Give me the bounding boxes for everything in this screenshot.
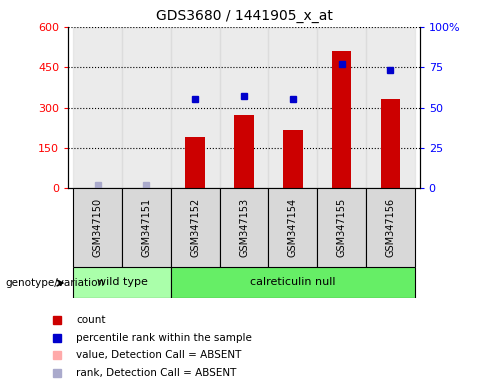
Bar	[171, 27, 220, 188]
Bar	[171, 188, 220, 267]
Bar	[73, 267, 171, 298]
Bar	[220, 188, 268, 267]
Bar	[381, 99, 400, 188]
Bar	[317, 27, 366, 188]
Text: GSM347150: GSM347150	[93, 198, 102, 257]
Text: wild type: wild type	[97, 277, 147, 287]
Bar	[283, 131, 303, 188]
Text: calreticulin null: calreticulin null	[250, 277, 336, 287]
Title: GDS3680 / 1441905_x_at: GDS3680 / 1441905_x_at	[156, 9, 332, 23]
Bar	[122, 188, 171, 267]
Text: GSM347153: GSM347153	[239, 198, 249, 257]
Bar	[366, 188, 415, 267]
Text: GSM347154: GSM347154	[288, 198, 298, 257]
Text: value, Detection Call = ABSENT: value, Detection Call = ABSENT	[76, 350, 242, 360]
Bar	[122, 27, 171, 188]
Bar	[73, 188, 122, 267]
Bar	[317, 188, 366, 267]
Text: rank, Detection Call = ABSENT: rank, Detection Call = ABSENT	[76, 368, 237, 378]
Text: GSM347151: GSM347151	[142, 198, 151, 257]
Text: GSM347155: GSM347155	[337, 198, 346, 257]
Bar	[185, 137, 205, 188]
Bar	[234, 115, 254, 188]
Text: GSM347152: GSM347152	[190, 198, 200, 257]
Bar	[268, 188, 317, 267]
Bar	[332, 51, 351, 188]
Text: genotype/variation: genotype/variation	[5, 278, 104, 288]
Text: GSM347156: GSM347156	[386, 198, 395, 257]
Text: percentile rank within the sample: percentile rank within the sample	[76, 333, 252, 343]
Text: count: count	[76, 315, 105, 325]
Bar	[366, 27, 415, 188]
Bar	[73, 27, 122, 188]
Bar	[268, 27, 317, 188]
Bar	[220, 27, 268, 188]
Bar	[171, 267, 415, 298]
